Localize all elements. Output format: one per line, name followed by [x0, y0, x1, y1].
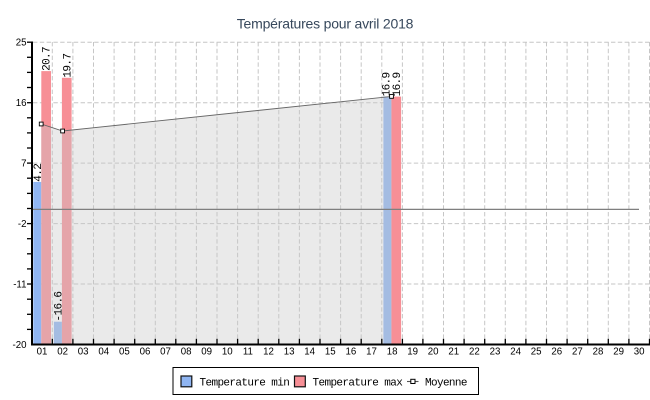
svg-text:Temperature min: Temperature min — [200, 378, 290, 390]
svg-text:07: 07 — [160, 347, 171, 358]
svg-text:20.7: 20.7 — [42, 47, 54, 71]
svg-text:04: 04 — [98, 347, 109, 358]
svg-text:16: 16 — [16, 98, 27, 109]
svg-text:16: 16 — [346, 347, 357, 358]
svg-text:23: 23 — [490, 347, 501, 358]
svg-text:11: 11 — [243, 347, 253, 358]
svg-text:12: 12 — [263, 347, 274, 358]
svg-text:24: 24 — [510, 347, 521, 358]
svg-text:06: 06 — [140, 347, 151, 358]
svg-text:28: 28 — [593, 347, 604, 358]
svg-text:29: 29 — [613, 347, 624, 358]
svg-text:25: 25 — [16, 38, 27, 49]
svg-text:-16.6: -16.6 — [54, 292, 66, 322]
svg-text:03: 03 — [78, 347, 89, 358]
svg-text:-20: -20 — [12, 340, 27, 351]
svg-text:08: 08 — [181, 347, 192, 358]
svg-text:-11: -11 — [13, 280, 26, 291]
svg-text:-2: -2 — [18, 219, 27, 230]
svg-text:Temperature max: Temperature max — [313, 378, 404, 390]
svg-text:16.9: 16.9 — [382, 72, 394, 96]
svg-text:16.9: 16.9 — [392, 72, 404, 96]
svg-text:4.2: 4.2 — [33, 164, 45, 182]
svg-text:10: 10 — [222, 347, 233, 358]
svg-text:17: 17 — [366, 347, 377, 358]
svg-text:19.7: 19.7 — [62, 54, 74, 78]
svg-text:01: 01 — [37, 347, 48, 358]
svg-text:25: 25 — [531, 347, 542, 358]
svg-text:22: 22 — [469, 347, 480, 358]
svg-text:09: 09 — [201, 347, 212, 358]
svg-text:14: 14 — [304, 347, 315, 358]
svg-text:20: 20 — [428, 347, 439, 358]
svg-text:19: 19 — [407, 347, 418, 358]
svg-text:26: 26 — [551, 347, 562, 358]
svg-text:05: 05 — [119, 347, 130, 358]
svg-text:27: 27 — [572, 347, 583, 358]
svg-text:02: 02 — [57, 347, 68, 358]
svg-text:15: 15 — [325, 347, 336, 358]
svg-text:13: 13 — [284, 347, 295, 358]
svg-text:Températures pour avril 2018: Températures pour avril 2018 — [237, 15, 414, 31]
svg-text:21: 21 — [448, 347, 459, 358]
svg-text:7: 7 — [21, 159, 26, 170]
svg-text:18: 18 — [387, 347, 398, 358]
svg-text:Moyenne: Moyenne — [425, 378, 467, 390]
svg-text:30: 30 — [634, 347, 645, 358]
